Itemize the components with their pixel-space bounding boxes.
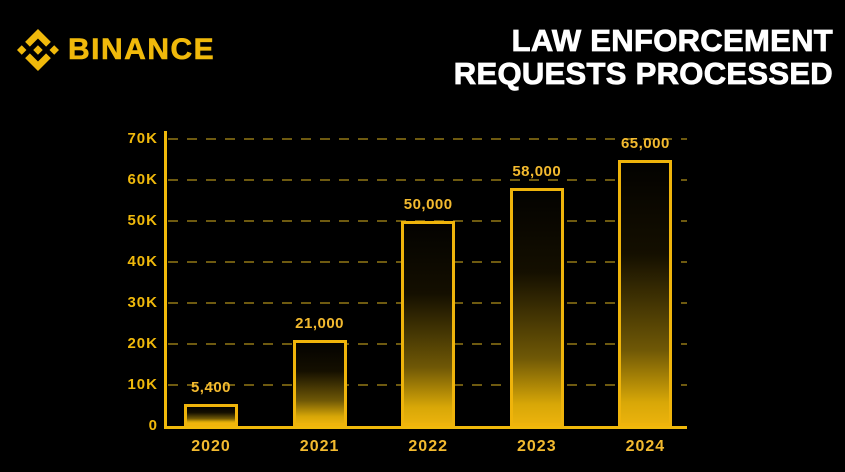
ytick-label-40K: 40K bbox=[127, 253, 158, 270]
y-axis-line bbox=[164, 131, 167, 429]
gridline-60K bbox=[168, 179, 687, 181]
bar-value-label-2023: 58,000 bbox=[512, 163, 562, 181]
bar-2024 bbox=[618, 159, 673, 426]
page-title-line-2: REQUESTS PROCESSED bbox=[453, 56, 833, 91]
ytick-label-50K: 50K bbox=[127, 212, 158, 229]
xtick-label-2023: 2023 bbox=[517, 438, 557, 455]
ytick-label-70K: 70K bbox=[127, 130, 158, 147]
bar-value-label-2020: 5,400 bbox=[190, 378, 232, 396]
bar-value-label-2021: 21,000 bbox=[295, 314, 345, 332]
ytick-label-10K: 10K bbox=[127, 376, 158, 393]
xtick-label-2020: 2020 bbox=[191, 438, 231, 455]
page-title-line-1: LAW ENFORCEMENT bbox=[511, 23, 833, 58]
bar-2023 bbox=[509, 188, 564, 426]
bar-value-label-2024: 65,000 bbox=[620, 134, 670, 152]
bar-2022 bbox=[401, 221, 456, 426]
ytick-label-60K: 60K bbox=[127, 171, 158, 188]
xtick-label-2024: 2024 bbox=[625, 438, 666, 455]
ytick-label-0: 0 bbox=[148, 417, 158, 434]
ytick-label-30K: 30K bbox=[127, 294, 158, 311]
ytick-label-20K: 20K bbox=[127, 335, 158, 352]
x-axis-line bbox=[164, 426, 687, 429]
binance-diamond-icon bbox=[17, 29, 59, 71]
xtick-label-2021: 2021 bbox=[299, 438, 340, 455]
page-title: LAW ENFORCEMENT REQUESTS PROCESSED bbox=[453, 23, 833, 91]
bar-value-label-2022: 50,000 bbox=[403, 196, 453, 213]
brand-header: BINANCE bbox=[17, 29, 215, 71]
bar-chart: 0 10K 20K 30K 40K 50K 60K 70K 5,400 21,000 50,000… bbox=[120, 125, 695, 470]
bar-2020 bbox=[184, 403, 238, 426]
gridline-70K bbox=[168, 138, 687, 140]
brand-wordmark: BINANCE bbox=[68, 33, 216, 67]
xtick-label-2022: 2022 bbox=[408, 438, 448, 455]
bar-2021 bbox=[292, 339, 347, 426]
